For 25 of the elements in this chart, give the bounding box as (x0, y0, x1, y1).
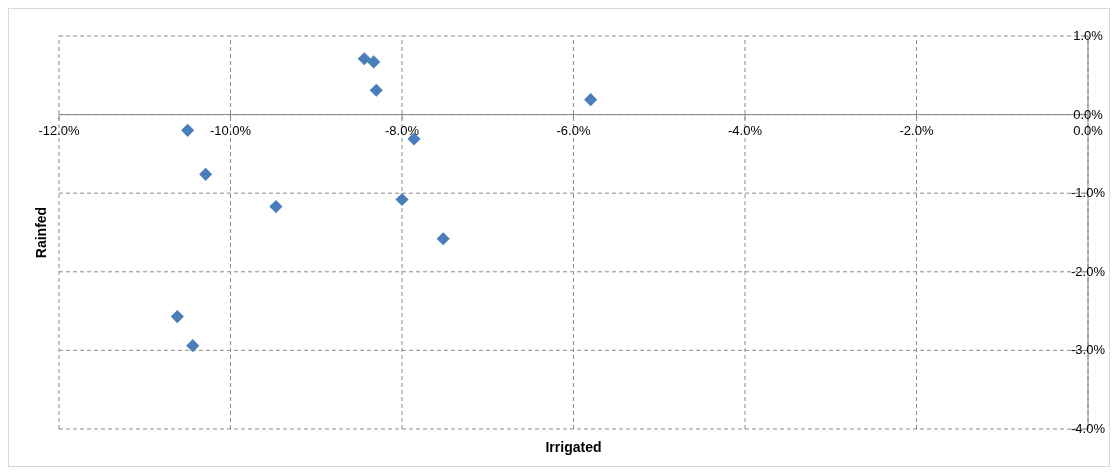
x-tick-label: -10.0% (209, 122, 252, 138)
x-tick-label: -4.0% (728, 122, 763, 138)
y-tick-label: -4.0% (1071, 421, 1106, 436)
point (367, 55, 381, 69)
point (395, 192, 409, 207)
point (181, 123, 195, 137)
point (170, 310, 184, 324)
y-tick-label: -3.0% (1071, 342, 1106, 358)
x-tick-label: -2.0% (899, 122, 934, 138)
y-axis-title: Rainfed (33, 206, 49, 259)
y-tick-label: -1.0% (1071, 185, 1106, 201)
x-tick-label: -8.0% (385, 122, 420, 138)
y-tick-label: 1.0% (1073, 28, 1104, 43)
y-tick-label: -2.0% (1071, 263, 1106, 279)
point (584, 93, 598, 107)
point (186, 339, 200, 353)
x-axis-title: Irrigated (545, 439, 602, 455)
point (436, 232, 450, 246)
point (269, 199, 283, 214)
point (369, 83, 383, 97)
point (199, 167, 213, 181)
point (357, 52, 371, 66)
x-tick-label: -12.0% (38, 122, 81, 138)
x-tick-label: -6.0% (556, 122, 591, 138)
y-tick-label: 0.0% (1073, 106, 1104, 122)
